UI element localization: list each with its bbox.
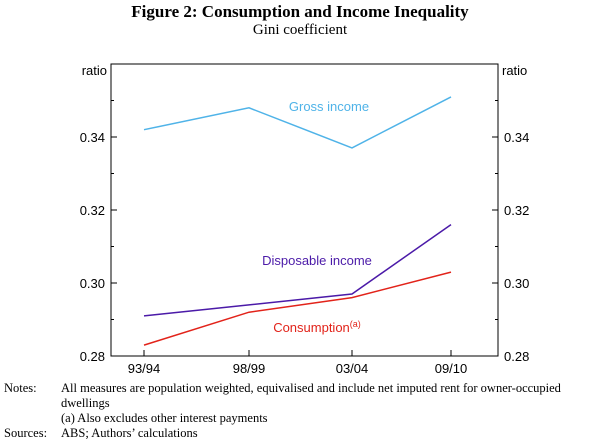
chart-subtitle: Gini coefficient	[252, 22, 348, 38]
series-line-2	[143, 271, 452, 346]
y-tick-label-left: 0.28	[80, 349, 105, 364]
x-tick-label: 09/10	[435, 361, 468, 376]
y-axis-label-right: ratio	[502, 63, 527, 78]
chart-title: Figure 2: Consumption and Income Inequal…	[131, 2, 469, 21]
sources-label: Sources:	[4, 426, 48, 440]
note-line-1: All measures are population weighted, eq…	[61, 381, 561, 410]
y-tick-label-right: 0.34	[504, 130, 529, 145]
notes-label: Notes:	[4, 381, 37, 395]
x-tick-label: 98/99	[233, 361, 266, 376]
notes-section: Notes: All measures are population weigh…	[4, 381, 596, 441]
series-label-2: Consumption(a)	[273, 319, 361, 335]
series-line-1	[143, 223, 452, 317]
sources-text: ABS; Authors’ calculations	[61, 426, 198, 440]
y-tick-label-right: 0.30	[504, 276, 529, 291]
series-label-1: Disposable income	[262, 253, 372, 268]
y-tick-label-left: 0.34	[80, 130, 105, 145]
note-line-2: (a) Also excludes other interest payment…	[61, 411, 268, 425]
y-tick-label-right: 0.32	[504, 203, 529, 218]
y-axis-label-left: ratio	[82, 63, 107, 78]
y-tick-label-right: 0.28	[504, 349, 529, 364]
line-chart: 0.28 0.28 0.30 0.30 0.32 0.32 0.34 0.34 ratio rat…	[80, 63, 530, 376]
y-tick-label-left: 0.30	[80, 276, 105, 291]
y-tick-label-left: 0.32	[80, 203, 105, 218]
x-tick-label: 93/94	[128, 361, 161, 376]
x-tick-label: 03/04	[336, 361, 369, 376]
series-line-0	[143, 96, 452, 149]
series-label-0: Gross income	[289, 99, 369, 114]
